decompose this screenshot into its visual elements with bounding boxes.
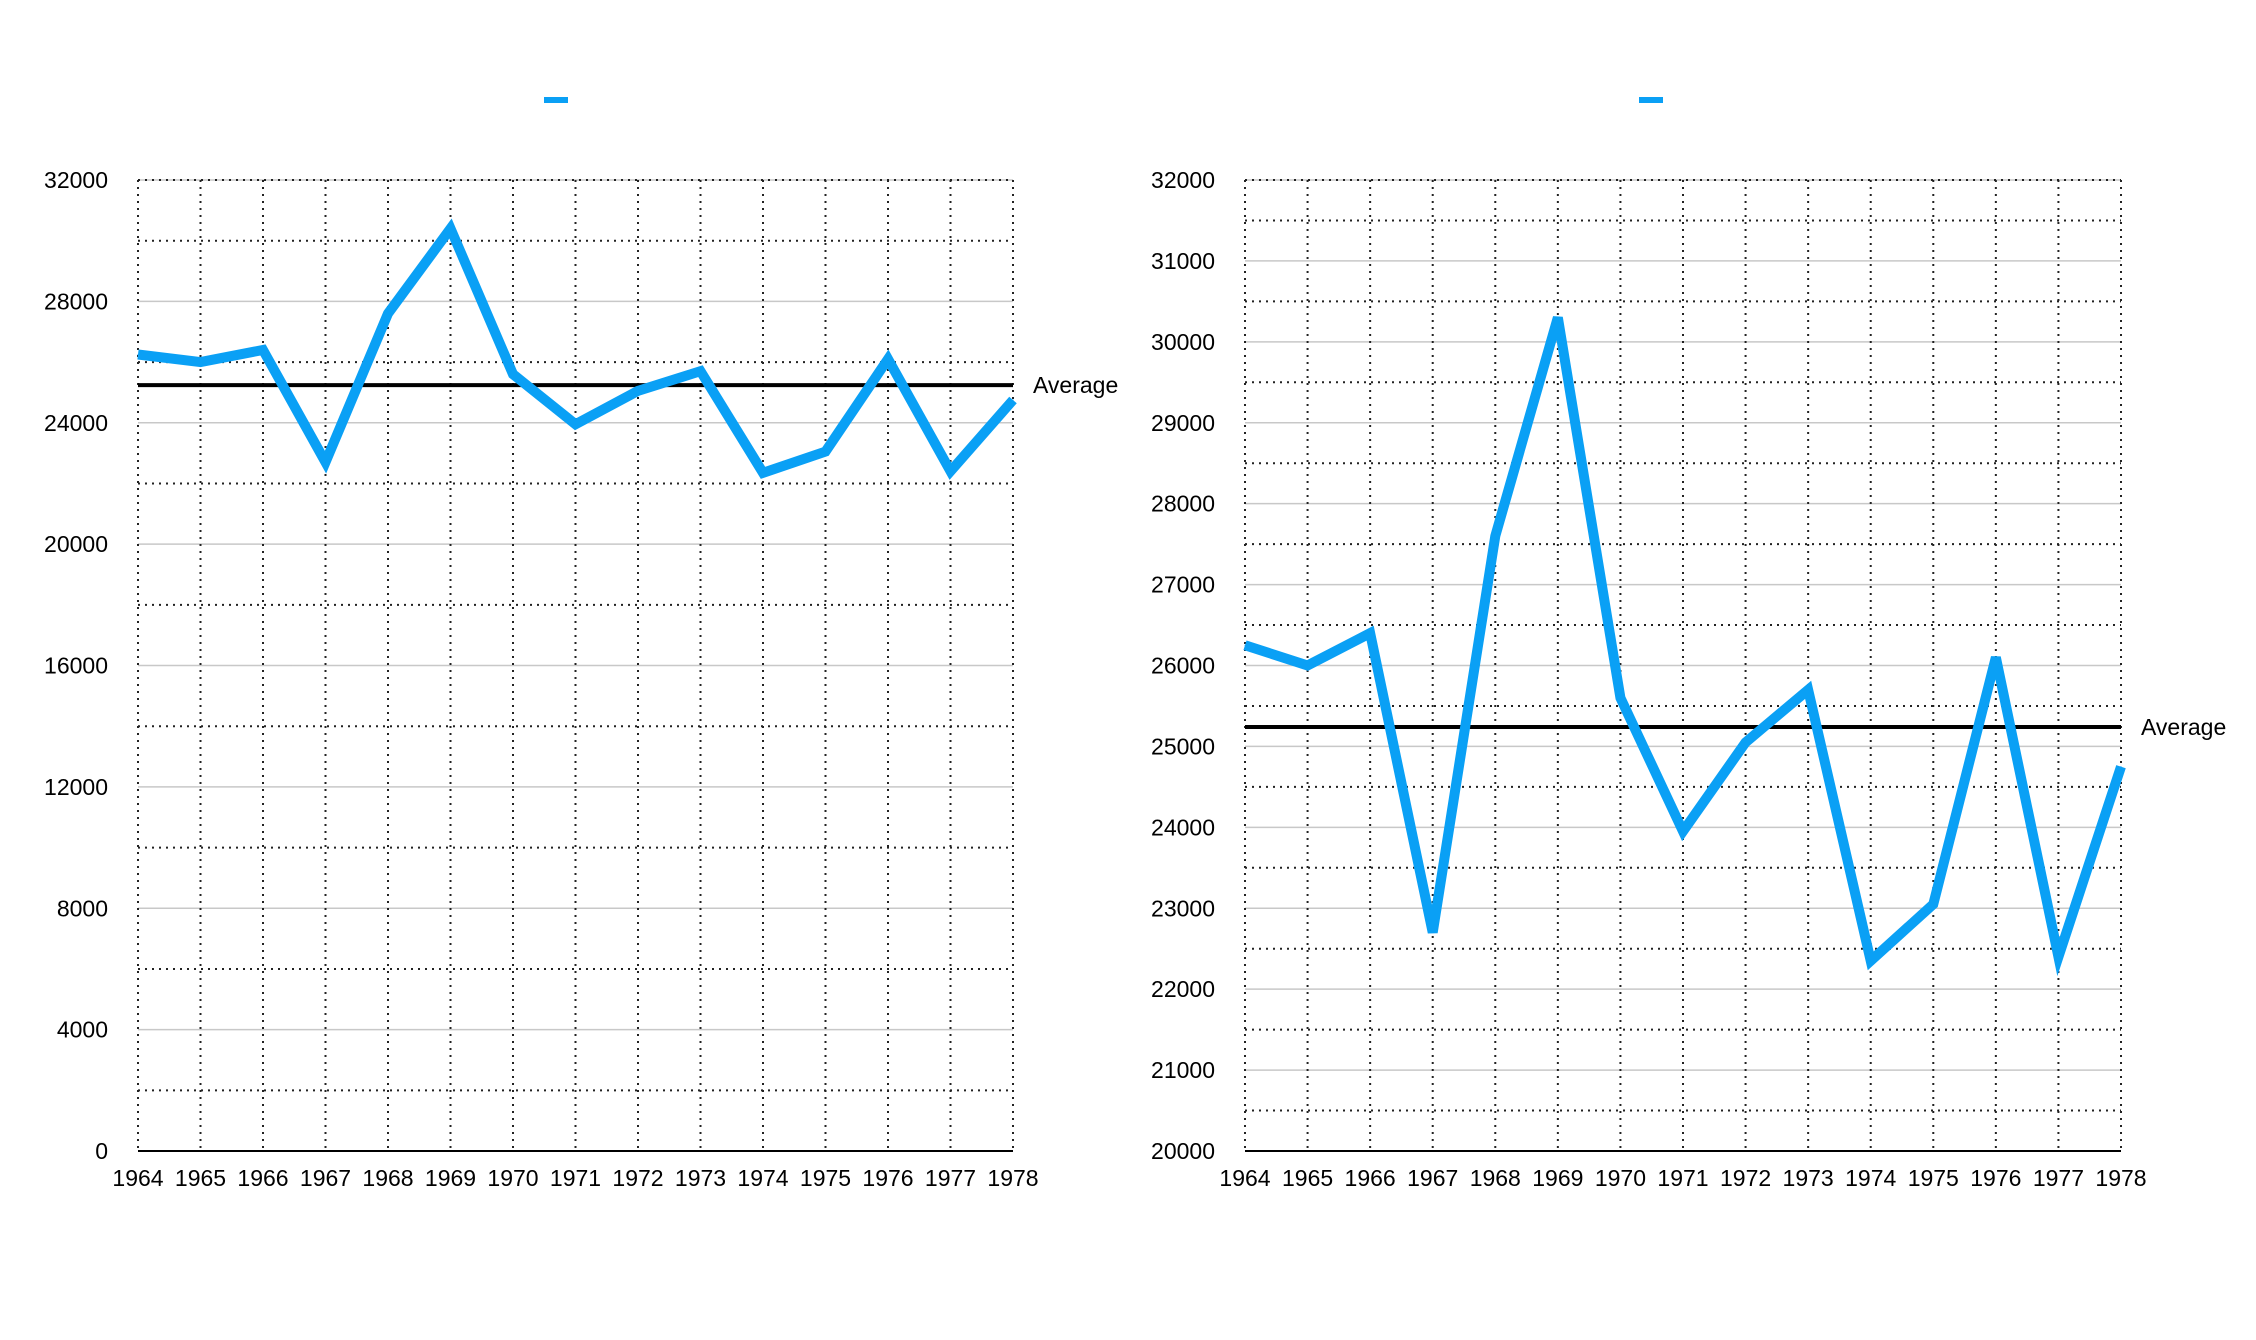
x-tick-label: 1965 [1282, 1165, 1333, 1191]
y-tick-label: 20000 [44, 531, 108, 557]
y-tick-label: 24000 [1151, 814, 1215, 840]
y-tick-label: 22000 [1151, 976, 1215, 1002]
data-point [950, 470, 951, 472]
data-point [137, 353, 139, 355]
x-tick-label: 1977 [925, 1165, 976, 1191]
data-point [1307, 665, 1309, 666]
y-tick-label: 28000 [1151, 491, 1215, 517]
data-point [1682, 830, 1684, 832]
data-point [387, 313, 389, 315]
chart-right: 20000 21000 22000 23000 24000 25000 26000 27000… [1151, 97, 2226, 1191]
data-point [887, 358, 889, 360]
data-point [1244, 644, 1246, 646]
x-tick-label: 1973 [675, 1165, 726, 1191]
y-tick-label: 4000 [57, 1017, 108, 1043]
x-tick-label: 1977 [2033, 1165, 2084, 1191]
y-tick-label: 25000 [1151, 733, 1215, 759]
data-point [2120, 766, 2122, 768]
data-point [1557, 317, 1559, 319]
data-point [1012, 399, 1014, 401]
x-tick-label: 1964 [112, 1165, 163, 1191]
data-point [1432, 932, 1434, 934]
y-tick-label: 32000 [1151, 167, 1215, 193]
y-tick-label: 23000 [1151, 895, 1215, 921]
y-tick-label: 27000 [1151, 572, 1215, 598]
x-tick-label: 1972 [1720, 1165, 1771, 1191]
data-point [2057, 956, 2059, 958]
y-tick-label: 20000 [1151, 1138, 1215, 1164]
x-tick-label: 1968 [1470, 1165, 1521, 1191]
x-tick-label: 1976 [862, 1165, 913, 1191]
chart-left: 0 4000 8000 12000 16000 20000 24000 28000 32000 1… [44, 97, 1118, 1191]
x-tick-label: 1975 [1908, 1165, 1959, 1191]
x-tick-label: 1976 [1970, 1165, 2021, 1191]
average-label: Average [2141, 714, 2226, 740]
x-tick-label: 1966 [237, 1165, 288, 1191]
average-label: Average [1033, 372, 1118, 398]
y-tick-label: 8000 [57, 895, 108, 921]
data-point [200, 361, 201, 363]
x-tick-label: 1975 [800, 1165, 851, 1191]
y-tick-label: 26000 [1151, 653, 1215, 679]
x-tick-label: 1978 [987, 1165, 1038, 1191]
data-point [825, 451, 826, 453]
data-point [262, 349, 264, 351]
x-tick-label: 1967 [300, 1165, 351, 1191]
y-tick-label: 32000 [44, 167, 108, 193]
x-tick-label: 1972 [612, 1165, 663, 1191]
y-tick-label: 31000 [1151, 248, 1215, 274]
y-tick-label: 30000 [1151, 329, 1215, 355]
x-tick-label: 1974 [1845, 1165, 1896, 1191]
data-point [1995, 656, 1997, 658]
data-point [1932, 903, 1934, 905]
data-point [1369, 632, 1371, 634]
x-tick-label: 1971 [550, 1165, 601, 1191]
x-tick-label: 1965 [175, 1165, 226, 1191]
data-point [1494, 535, 1496, 537]
y-tick-label: 12000 [44, 774, 108, 800]
data-point [512, 373, 514, 375]
x-tick-label: 1970 [487, 1165, 538, 1191]
data-point [1807, 689, 1809, 691]
x-tick-label: 1969 [1532, 1165, 1583, 1191]
data-point [700, 370, 701, 372]
x-tick-label: 1969 [425, 1165, 476, 1191]
x-tick-label: 1978 [2095, 1165, 2146, 1191]
data-point [1745, 741, 1747, 743]
series-line [1243, 316, 2126, 977]
x-tick-label: 1967 [1407, 1165, 1458, 1191]
x-tick-label: 1974 [737, 1165, 788, 1191]
x-tick-label: 1968 [362, 1165, 413, 1191]
data-point [762, 472, 764, 474]
y-tick-label: 28000 [44, 288, 108, 314]
x-tick-label: 1964 [1219, 1165, 1270, 1191]
data-point [575, 423, 576, 425]
y-tick-label: 21000 [1151, 1057, 1215, 1083]
data-point [637, 390, 639, 392]
x-tick-label: 1971 [1657, 1165, 1708, 1191]
y-tick-label: 0 [95, 1138, 108, 1164]
legend-swatch [1639, 97, 1663, 103]
data-point [325, 461, 326, 463]
x-tick-label: 1970 [1595, 1165, 1646, 1191]
data-point [1870, 960, 1872, 962]
x-tick-label: 1966 [1345, 1165, 1396, 1191]
y-tick-label: 16000 [44, 653, 108, 679]
x-tick-label: 1973 [1783, 1165, 1834, 1191]
y-tick-label: 29000 [1151, 410, 1215, 436]
y-tick-label: 24000 [44, 410, 108, 436]
data-point [1619, 697, 1621, 699]
data-point [450, 228, 451, 230]
legend-swatch [544, 97, 568, 103]
